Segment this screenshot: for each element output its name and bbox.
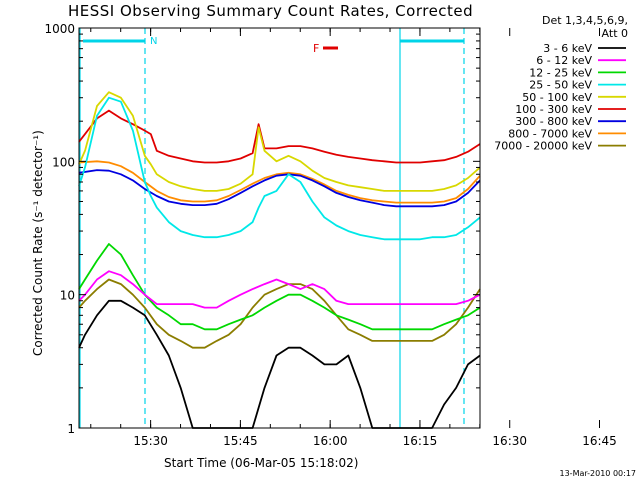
y-axis-label: Corrected Count Rate (s⁻¹ detector⁻¹) [31,130,45,356]
x-axis-label: Start Time (06-Mar-05 15:18:02) [164,456,358,470]
series-line [78,91,481,192]
region-label: N [150,36,157,47]
legend-label: 50 - 100 keV [522,91,592,104]
legend-label: 800 - 7000 keV [508,127,592,140]
flag-label: F [313,42,319,55]
x-tick-label: 16:45 [582,434,617,448]
chart-title: HESSI Observing Summary Count Rates, Cor… [68,2,473,20]
legend-label: 6 - 12 keV [536,54,592,67]
x-tick-label: 15:30 [133,434,168,448]
legend-header-line1: Det 1,3,4,5,6,9, [542,14,628,27]
footer-date: 13-Mar-2010 00:17 [560,469,637,478]
series-line [78,243,481,331]
series-line [78,299,481,429]
plot-frame [78,27,481,429]
legend-label: 7000 - 20000 keV [494,140,592,153]
plot-area: NF [78,28,481,429]
series-line [78,160,481,204]
series-line [78,270,481,309]
series-line [78,169,481,208]
legend-label: 25 - 50 keV [529,79,592,92]
series-line [78,278,481,349]
y-tick-label: 1000 [44,22,75,36]
legend-label: 12 - 25 keV [529,66,592,79]
legend-header-line2: Att 0 [602,27,628,40]
legend-label: 100 - 300 keV [515,103,592,116]
x-tick-label: 16:00 [313,434,348,448]
y-tick-label: 10 [60,289,75,303]
y-tick-label: 1 [67,422,75,436]
legend-label: 3 - 6 keV [543,42,592,55]
legend-label: 300 - 800 keV [515,115,592,128]
x-tick-label: 16:15 [403,434,438,448]
y-tick-label: 100 [52,155,75,169]
x-tick-label: 16:30 [492,434,527,448]
x-tick-label: 15:45 [223,434,258,448]
series-line [78,96,481,241]
